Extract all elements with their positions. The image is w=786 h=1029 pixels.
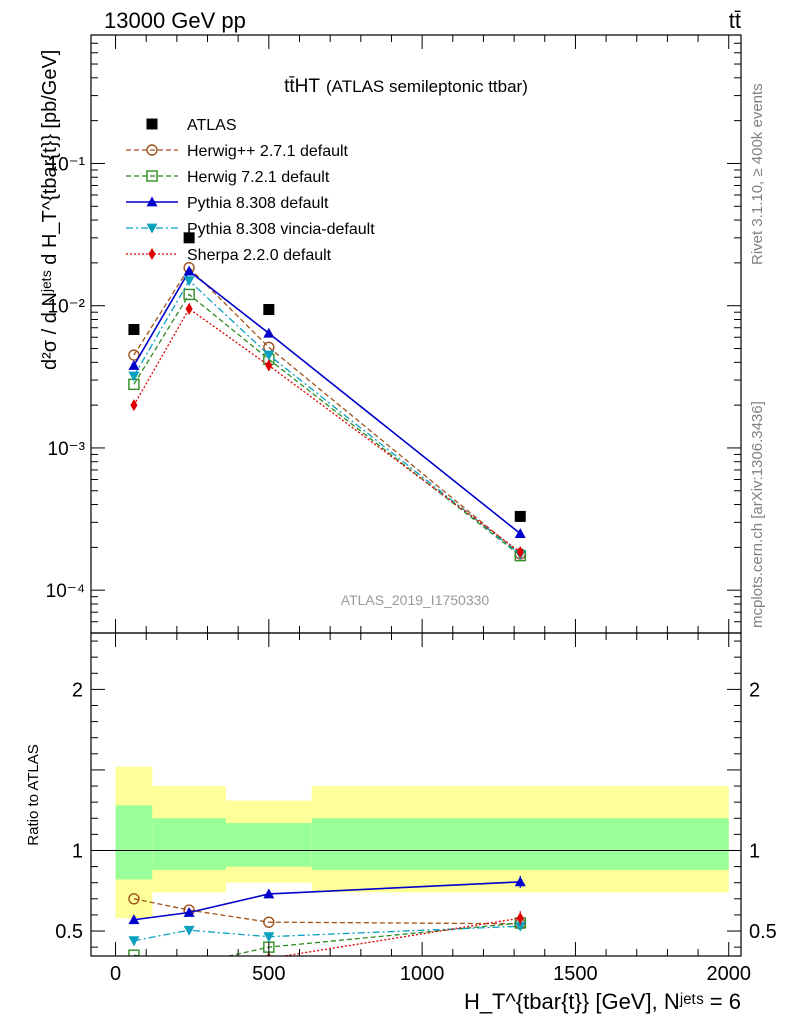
data-point-marker	[183, 925, 195, 936]
main-ylabel: d²σ / d Nʲᵉᵗˢ d H_T^{tbar{t}} [pb/GeV]	[39, 50, 61, 370]
data-point-marker	[130, 959, 137, 971]
legend: ATLAS Herwig++ 2.7.1 default Herwig 7.2.1 …	[126, 117, 375, 264]
ratio-ytick-label-right: 0.5	[749, 921, 777, 943]
data-point-marker	[183, 276, 195, 287]
data-point-marker	[188, 955, 190, 956]
legend-entry: ATLAS	[146, 117, 237, 134]
xtick-label: 0	[110, 963, 121, 985]
ratio-ylabel: Ratio to ATLAS	[25, 744, 42, 845]
xtick-label: 1000	[400, 963, 445, 985]
main-ytick-label: 10⁻³	[48, 439, 86, 460]
axes: 10⁻⁴ 10⁻³ 10⁻² 10⁻¹ 0 500 1000 1500 2000 0.5 0.5 1 1…	[46, 34, 777, 985]
data-point-marker	[146, 223, 158, 234]
header-process-label: tt̄	[729, 8, 741, 33]
data-point-marker	[128, 914, 140, 925]
ratio-band-inner	[115, 805, 153, 880]
data-point-marker	[148, 247, 156, 261]
data-point-marker	[514, 528, 526, 538]
main-plot-area	[128, 232, 526, 562]
data-point-marker	[146, 118, 158, 130]
main-ytick-label: 10⁻⁴	[46, 581, 85, 602]
data-point-marker	[146, 170, 158, 182]
legend-entry: Herwig++ 2.7.1 default	[126, 143, 349, 160]
legend-label: Herwig++ 2.7.1 default	[187, 143, 349, 160]
ratio-plot-area	[91, 766, 741, 971]
ratio-series-line	[133, 881, 521, 921]
data-point-marker	[128, 359, 140, 370]
ratio-ytick-label: 2	[72, 679, 83, 701]
analysis-id-label: ATLAS_2019_I1750330	[341, 592, 490, 608]
plot-title-sub: (ATLAS semileptonic ttbar)	[326, 77, 528, 96]
xtick-label: 1500	[553, 963, 598, 985]
legend-entry: Sherpa 2.2.0 default	[126, 247, 332, 264]
data-point-marker	[146, 144, 158, 156]
data-point-marker	[263, 932, 275, 943]
data-point-marker	[128, 936, 140, 947]
main-series-line	[133, 279, 521, 556]
data-point-marker	[516, 546, 524, 559]
ratio-series-line	[133, 925, 521, 942]
ratio-ytick-label: 1	[72, 840, 83, 862]
main-series-line	[133, 266, 521, 555]
data-point-marker	[130, 399, 138, 412]
data-point-marker	[128, 949, 140, 956]
data-point-marker	[183, 265, 195, 276]
legend-label: Pythia 8.308 vincia-default	[187, 221, 375, 238]
xtick-label: 2000	[706, 963, 751, 985]
main-ytick-label: 10⁻²	[48, 297, 86, 318]
main-ytick-label: 10⁻¹	[48, 154, 86, 175]
ratio-ytick-label-right: 1	[749, 840, 760, 862]
ratio-frame	[90, 632, 742, 957]
data-point-marker	[263, 304, 275, 316]
data-point-marker	[263, 327, 275, 338]
data-point-marker	[263, 350, 275, 361]
data-point-marker	[263, 916, 275, 928]
legend-label: Herwig 7.2.1 default	[187, 169, 330, 186]
main-series-line	[133, 307, 521, 553]
data-point-marker	[183, 288, 195, 301]
data-point-marker	[128, 371, 140, 382]
legend-label: ATLAS	[187, 117, 237, 134]
ratio-band-inner	[225, 823, 312, 867]
main-series-line	[133, 269, 521, 535]
ratio-series-line	[133, 898, 521, 925]
xtick-label: 500	[252, 963, 285, 985]
ratio-ytick-label-right: 2	[749, 679, 760, 701]
data-point-marker	[184, 960, 194, 970]
legend-label: Pythia 8.308 default	[187, 195, 329, 212]
xlabel: H_T^{tbar{t}} [GeV], Nʲᵉᵗˢ = 6	[464, 989, 741, 1014]
rivet-version-label: Rivet 3.1.10, ≥ 400k events	[749, 83, 766, 265]
plot-title-main: tt̄HT	[284, 76, 320, 97]
data-point-marker	[514, 510, 526, 522]
ratio-band-inner	[311, 818, 729, 870]
ratio-ytick-label: 0.5	[55, 921, 83, 943]
data-point-marker	[183, 232, 195, 244]
data-point-marker	[265, 359, 273, 372]
ratio-band-inner	[152, 818, 226, 870]
data-point-marker	[146, 196, 158, 207]
data-point-marker	[514, 921, 526, 932]
data-point-marker	[128, 324, 140, 336]
legend-entry: Herwig 7.2.1 default	[126, 169, 330, 186]
main-series-line	[133, 293, 521, 557]
legend-entry: Pythia 8.308 default	[126, 195, 329, 212]
legend-label: Sherpa 2.2.0 default	[187, 247, 332, 264]
legend-entry: Pythia 8.308 vincia-default	[126, 221, 375, 238]
data-point-marker	[183, 907, 195, 917]
data-point-marker	[185, 302, 193, 315]
data-point-marker	[263, 888, 275, 899]
header-beam-label: 13000 GeV pp	[104, 8, 246, 33]
mcplots-label: mcplots.cern.ch [arXiv:1306.3436]	[749, 401, 766, 628]
data-point-marker	[128, 893, 140, 905]
